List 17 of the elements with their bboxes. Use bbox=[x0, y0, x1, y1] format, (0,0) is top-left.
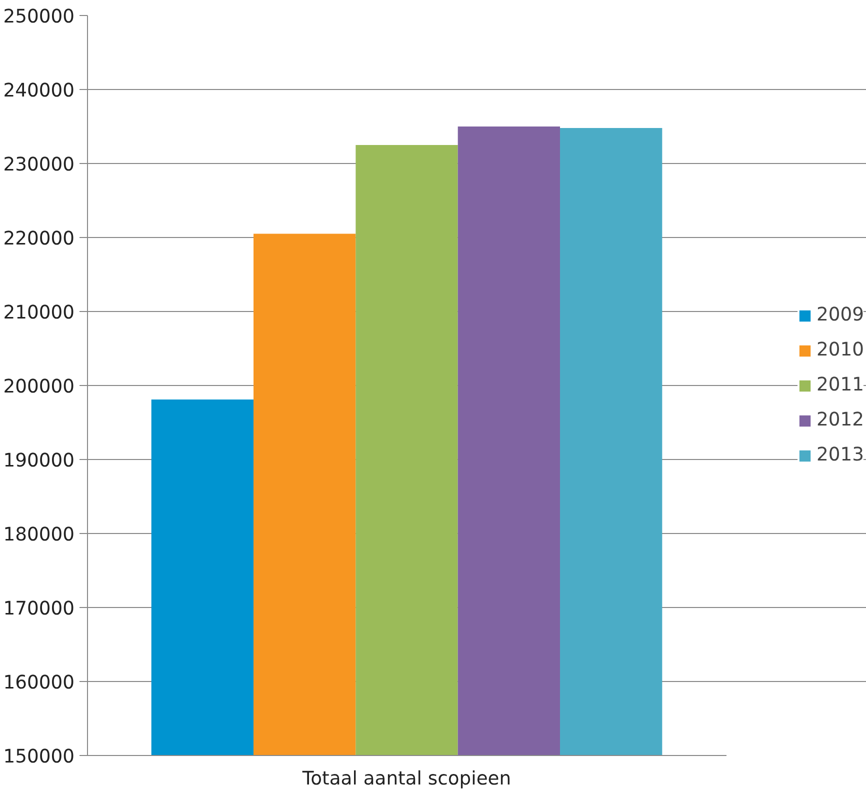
legend-label: 2009 bbox=[816, 304, 864, 326]
legend-label: 2013 bbox=[816, 444, 864, 466]
y-tick-label: 190000 bbox=[3, 450, 74, 472]
y-tick-label: 200000 bbox=[3, 376, 74, 398]
legend-label: 2011 bbox=[816, 374, 864, 396]
y-tick-label: 150000 bbox=[3, 746, 74, 768]
legend-label: 2012 bbox=[816, 410, 864, 430]
x-tick-label: Totaal aantal scopieen bbox=[301, 768, 512, 790]
y-tick-label: 170000 bbox=[3, 598, 74, 620]
y-tick-label: 160000 bbox=[3, 672, 74, 694]
y-tick-label: 180000 bbox=[3, 524, 74, 546]
legend-label: 2010 bbox=[816, 340, 864, 360]
y-tick-label: 240000 bbox=[3, 80, 74, 102]
y-tick-label: 210000 bbox=[3, 302, 74, 324]
y-tick-label: 230000 bbox=[3, 154, 74, 176]
y-tick-label: 220000 bbox=[3, 228, 74, 250]
y-tick-label: 250000 bbox=[3, 6, 74, 28]
